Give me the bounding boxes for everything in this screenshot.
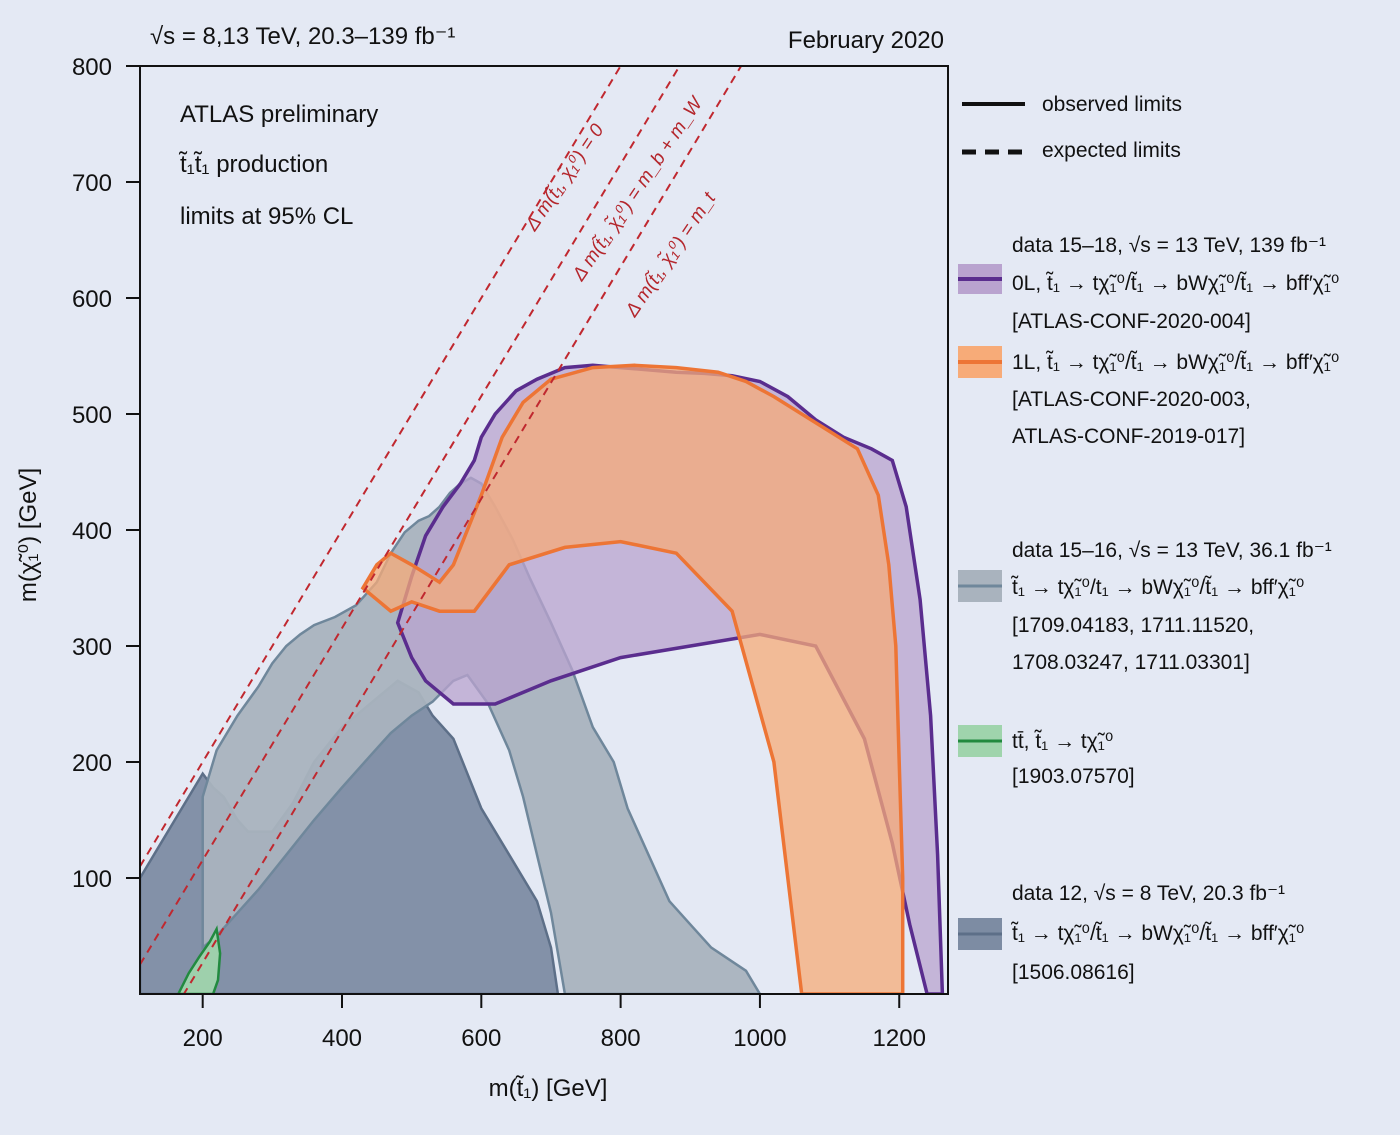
legend-0l-ref: [ATLAS-CONF-2020-004] — [1012, 310, 1251, 333]
legend-1l-ref1: [ATLAS-CONF-2020-003, — [1012, 388, 1251, 411]
experiment-label: ATLAS preliminary — [180, 101, 378, 128]
x-axis-label: m(t̃₁) [GeV] — [489, 1075, 608, 1102]
legend-1l-ref2: ATLAS-CONF-2019-017] — [1012, 425, 1245, 448]
diagonal-line-0 — [140, 66, 622, 867]
legend-2016-line1: t̃₁ → tχ̃₁⁰/t₁ → bWχ̃₁⁰/t̃₁ → bff′χ̃₁⁰ — [1010, 576, 1304, 599]
x-tick-label: 200 — [183, 1025, 223, 1052]
y-tick-label: 800 — [72, 54, 112, 81]
legend-2016-ref2: 1708.03247, 1711.03301] — [1012, 651, 1250, 674]
y-tick-label: 300 — [72, 634, 112, 661]
legend-2012-line1: t̃₁ → tχ̃₁⁰/t̃₁ → bWχ̃₁⁰/t̃₁ → bff′χ̃₁⁰ — [1010, 922, 1304, 945]
y-tick-label: 700 — [72, 170, 112, 197]
x-tick-label: 400 — [322, 1025, 362, 1052]
y-tick-label: 500 — [72, 402, 112, 429]
x-tick-label: 800 — [601, 1025, 641, 1052]
legend: observed limits expected limits data 15–… — [958, 93, 1339, 984]
diagonal-line-1 — [140, 66, 681, 966]
contour-1 — [201, 476, 762, 994]
y-tick-label: 400 — [72, 518, 112, 545]
legend-ttbar-line1: tt̄, t̃₁ → tχ̃₁⁰ — [1012, 730, 1113, 753]
x-tick-label: 600 — [461, 1025, 501, 1052]
legend-2012-ref: [1506.08616] — [1012, 961, 1135, 984]
diagonal-line-2 — [182, 66, 743, 994]
legend-2012-header: data 12, √s = 8 TeV, 20.3 fb⁻¹ — [1012, 882, 1285, 905]
date-label: February 2020 — [788, 27, 944, 54]
legend-2016-ref1: [1709.04183, 1711.11520, — [1012, 614, 1254, 637]
contour-3 — [360, 363, 905, 994]
legend-observed-label: observed limits — [1042, 93, 1182, 116]
contour-4 — [176, 925, 222, 994]
legend-0l-line1: 0L, t̃₁ → tχ̃₁⁰/t̃₁ → bWχ̃₁⁰/t̃₁ → bff′χ… — [1012, 272, 1339, 295]
energy-label: √s = 8,13 TeV, 20.3–139 fb⁻¹ — [150, 23, 455, 50]
legend-expected-label: expected limits — [1042, 139, 1181, 162]
legend-0l-header: data 15–18, √s = 13 TeV, 139 fb⁻¹ — [1012, 234, 1326, 257]
y-tick-label: 200 — [72, 750, 112, 777]
legend-ttbar-ref: [1903.07570] — [1012, 765, 1135, 788]
x-tick-label: 1000 — [733, 1025, 786, 1052]
y-tick-label: 100 — [72, 866, 112, 893]
legend-2016-header: data 15–16, √s = 13 TeV, 36.1 fb⁻¹ — [1012, 539, 1332, 562]
legend-1l-line1: 1L, t̃₁ → tχ̃₁⁰/t̃₁ → bWχ̃₁⁰/t̃₁ → bff′χ… — [1012, 351, 1339, 374]
cl-label: limits at 95% CL — [180, 203, 353, 230]
y-axis-label: m(χ̃₁⁰) [GeV] — [15, 468, 42, 602]
x-tick-label: 1200 — [873, 1025, 926, 1052]
y-tick-label: 600 — [72, 286, 112, 313]
process-label: t̃₁t̃₁ production — [178, 151, 328, 178]
